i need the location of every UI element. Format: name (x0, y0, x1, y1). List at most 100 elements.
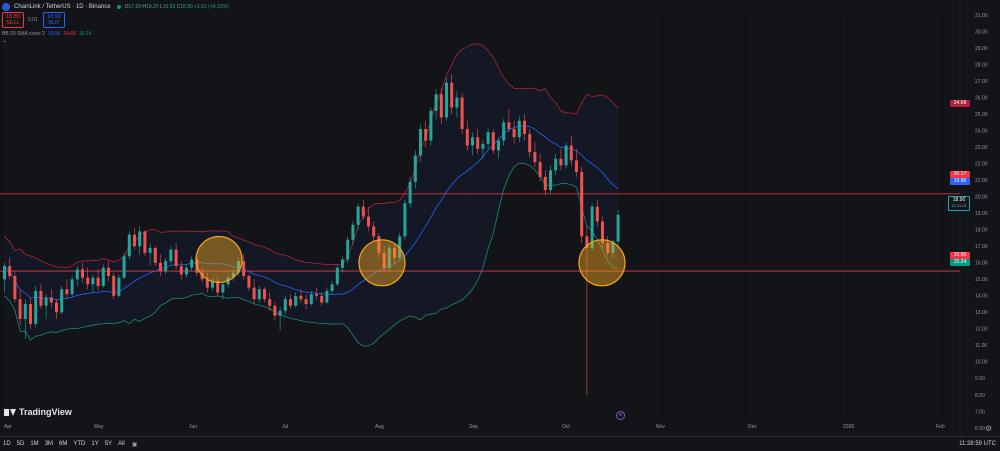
last-price-tag: 18.90 12:31:01 (948, 196, 970, 211)
candle-body (23, 304, 27, 319)
candle-body (476, 137, 480, 149)
candle-body (112, 276, 116, 296)
price-tick-label: 19.00 (975, 211, 988, 217)
price-tick-label: 30.00 (975, 29, 988, 35)
timeframe-5d[interactable]: 5D (16, 441, 25, 447)
candle-body (497, 140, 500, 151)
candle-body (419, 128, 422, 156)
candle-body (517, 120, 521, 138)
time-tick-label: Nov (656, 424, 665, 430)
candle-body (49, 297, 53, 303)
events-icon[interactable]: ⊕ (616, 411, 625, 420)
upper-band-tag: 24.68 (950, 100, 970, 107)
candle-body (138, 231, 142, 247)
candle-body (460, 97, 464, 129)
price-tick-label: 29.00 (975, 46, 988, 52)
candle-body (351, 224, 355, 240)
candle-body (367, 216, 370, 227)
timeframe-1m[interactable]: 1M (30, 441, 39, 447)
candle-body (471, 137, 474, 146)
buy-button[interactable]: 18.90 BUY (43, 12, 65, 28)
price-tick-label: 21.00 (975, 178, 988, 184)
candle-body (133, 234, 136, 247)
price-tick-label: 11.00 (975, 343, 987, 349)
candle-body (393, 247, 396, 258)
buy-label: BUY (48, 20, 60, 26)
bottom-toolbar: 1D 5D 1M 3M 6M YTD 1Y 5Y All ▣ 11:28:59 UTC (0, 436, 1000, 451)
tradingview-logo[interactable]: TradingView (4, 407, 72, 417)
gear-icon[interactable]: ⚙ (985, 424, 993, 433)
candle-body (101, 267, 105, 286)
candle-body (413, 155, 417, 182)
timeframe-3m[interactable]: 3M (44, 441, 54, 447)
candle-body (585, 236, 589, 248)
candle-body (569, 145, 573, 161)
sell-button[interactable]: 18.89 SELL (2, 12, 24, 28)
timeframe-ytd[interactable]: YTD (73, 441, 86, 447)
highlight-circle (195, 235, 243, 284)
candle-body (439, 94, 443, 118)
candle-body (361, 206, 365, 217)
price-tick-label: 23.00 (975, 145, 988, 151)
candle-body (8, 266, 12, 277)
candle-body (382, 252, 386, 268)
candle-body (403, 203, 407, 237)
candle-body (559, 158, 563, 166)
price-axis: 31.00 30.00 29.00 28.00 27.00 26.00 25.00 24.00… (975, 13, 988, 432)
candle-body (372, 226, 376, 237)
bar-countdown: 12:31:01 (951, 203, 967, 208)
clock[interactable]: 11:28:59 UTC (959, 441, 996, 447)
candle-body (491, 132, 495, 151)
candle-body (242, 261, 246, 277)
price-tick-label: 26.00 (975, 95, 988, 101)
timeframe-1y[interactable]: 1Y (91, 441, 99, 447)
candle-body (211, 280, 214, 288)
candle-body (465, 128, 469, 146)
indicator-name: BB 20 SMA close 2 (2, 31, 45, 37)
candle-body (481, 143, 485, 149)
candle-body (122, 256, 126, 278)
time-tick-label: May (94, 424, 104, 430)
candle-body (549, 170, 552, 191)
price-tick-label: 24.00 (975, 128, 988, 134)
symbol-title[interactable]: ChainLink / TetherUS · 1D · Binance (14, 4, 111, 10)
bollinger-upper-line (4, 43, 619, 269)
candle-body (502, 122, 506, 141)
candle-body (39, 290, 43, 306)
candle-body (335, 267, 339, 285)
candle-body (523, 120, 526, 134)
price-tick-label: 6.00 (975, 426, 985, 432)
candles (3, 74, 620, 395)
calendar-icon[interactable]: ▣ (131, 441, 138, 448)
chart-header: ChainLink / TetherUS · 1D · Binance O17.… (0, 0, 962, 14)
candle-body (55, 302, 58, 313)
candle-body (247, 276, 251, 288)
ohlc-readout: O17.29 H19.20 L16.93 C18.90 +1.61 (+9.31… (124, 4, 229, 10)
bollinger-legend[interactable]: BB 20 SMA close 2 19.96 24.68 15.24 (2, 31, 91, 37)
candle-body (273, 305, 277, 316)
timeframe-all[interactable]: All (118, 441, 125, 447)
timeframe-6m[interactable]: 6M (59, 441, 68, 447)
price-tick-label: 14.00 (975, 294, 988, 300)
chart-grid (5, 14, 939, 420)
candle-body (356, 206, 360, 225)
price-tick-label: 13.00 (975, 310, 988, 316)
price-tick-label: 27.00 (975, 79, 988, 85)
price-tick-label: 25.00 (975, 112, 988, 118)
candle-body (325, 290, 329, 303)
timeframe-5y[interactable]: 5Y (104, 441, 113, 447)
candle-body (330, 284, 334, 291)
candle-body (309, 294, 313, 305)
tradingview-logo-icon (4, 408, 16, 416)
price-tick-label: 8.00 (975, 393, 985, 399)
candle-body (231, 272, 235, 278)
candle-body (387, 247, 391, 268)
timeframe-1d[interactable]: 1D (3, 441, 11, 447)
highlight-circle (578, 239, 626, 287)
price-tick-label: 28.00 (975, 62, 988, 68)
candle-body (533, 152, 537, 163)
candle-body (13, 276, 17, 300)
tradingview-brand: TradingView (19, 407, 72, 417)
collapse-legend-icon[interactable]: ⌃ (2, 41, 8, 47)
